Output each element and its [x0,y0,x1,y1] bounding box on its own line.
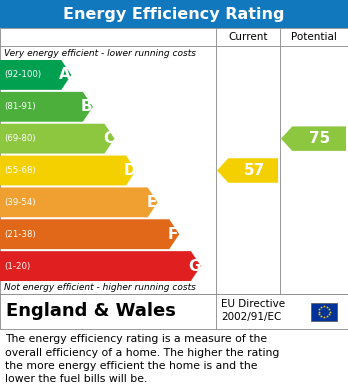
Text: Current: Current [228,32,268,42]
Polygon shape [0,92,93,122]
Text: (92-100): (92-100) [4,70,41,79]
Text: the more energy efficient the home is and the: the more energy efficient the home is an… [5,361,258,371]
Text: 57: 57 [244,163,265,178]
Bar [311,303,337,321]
Bar [0,28,348,294]
Text: (81-91): (81-91) [4,102,35,111]
Text: D: D [124,163,136,178]
Text: Potential: Potential [291,32,337,42]
Text: 75: 75 [309,131,331,146]
Polygon shape [0,219,179,249]
Text: C: C [103,131,114,146]
Text: (1-20): (1-20) [4,262,30,271]
Text: EU Directive
2002/91/EC: EU Directive 2002/91/EC [221,299,285,322]
Text: B: B [81,99,93,114]
Polygon shape [0,156,136,185]
Polygon shape [281,126,346,151]
Text: lower the fuel bills will be.: lower the fuel bills will be. [5,375,147,384]
Text: (69-80): (69-80) [4,134,35,143]
Text: The energy efficiency rating is a measure of the: The energy efficiency rating is a measur… [5,334,267,344]
Text: Very energy efficient - lower running costs: Very energy efficient - lower running co… [4,48,196,57]
Bar [0,294,348,329]
Text: Not energy efficient - higher running costs: Not energy efficient - higher running co… [4,283,196,292]
Polygon shape [0,124,114,154]
Text: F: F [168,227,179,242]
Text: A: A [60,67,71,83]
Text: G: G [189,258,201,274]
Polygon shape [0,187,158,217]
Text: (21-38): (21-38) [4,230,36,239]
Polygon shape [0,251,201,281]
Text: E: E [147,195,157,210]
Text: (39-54): (39-54) [4,198,35,207]
Bar [0,0,348,28]
Text: Energy Efficiency Rating: Energy Efficiency Rating [63,7,285,22]
Text: (55-68): (55-68) [4,166,36,175]
Polygon shape [0,60,71,90]
Polygon shape [217,158,278,183]
Text: overall efficiency of a home. The higher the rating: overall efficiency of a home. The higher… [5,348,279,357]
Text: England & Wales: England & Wales [6,303,176,321]
